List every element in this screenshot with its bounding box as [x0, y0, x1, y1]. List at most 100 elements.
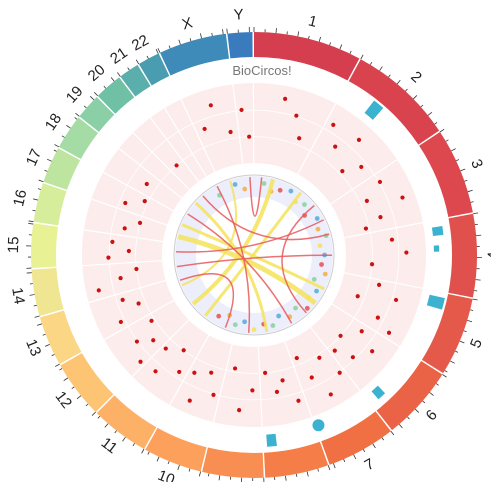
link-13 [202, 195, 330, 241]
tick-mark [156, 456, 160, 462]
tick-mark [459, 340, 465, 344]
link-2 [177, 234, 317, 306]
outer-arc-4 [371, 385, 386, 400]
chromosome-label-8: 8 [295, 481, 306, 482]
snp-point-54 [118, 275, 123, 281]
snp-point-67 [228, 129, 233, 135]
track-separator [131, 319, 190, 377]
tick-mark [470, 309, 474, 311]
outer-arc-3 [426, 294, 445, 310]
snp-point-57 [126, 248, 131, 254]
snp-point-35 [250, 388, 255, 393]
chromosome-label-1: 1 [306, 12, 318, 31]
track-separator [82, 260, 163, 267]
tick-mark [76, 395, 82, 400]
tick-mark [455, 350, 459, 353]
tick-mark [343, 459, 346, 463]
track-separator [257, 346, 263, 427]
track-separator [132, 132, 190, 190]
tick-mark [464, 179, 468, 182]
heatmap-point-6 [302, 213, 307, 218]
tick-mark [390, 430, 395, 436]
snp-point-52 [120, 297, 125, 303]
tick-mark [53, 149, 57, 152]
tick-mark [388, 74, 391, 78]
track-separator [212, 344, 233, 423]
chromosome-label-21: 21 [107, 44, 130, 67]
chromosome-arc-2 [348, 59, 440, 145]
tick-mark [405, 88, 408, 92]
heatmap-point-10 [317, 243, 323, 249]
link-11 [281, 204, 315, 314]
tick-mark [414, 408, 420, 413]
chromosome-label-13: 13 [22, 337, 44, 359]
chromosome-arc-17 [43, 148, 81, 190]
snp-point-37 [232, 366, 238, 371]
tick-mark [339, 44, 343, 50]
tick-mark [178, 39, 181, 45]
chromosome-arc-9 [202, 447, 264, 478]
track-separator [344, 222, 424, 239]
tick-mark [473, 212, 479, 215]
tick-mark [353, 454, 357, 460]
tick-mark [285, 475, 287, 481]
tick-mark [117, 72, 121, 77]
snp-point-15 [369, 262, 375, 267]
snp-point-40 [187, 398, 192, 403]
outer-arc-track [266, 100, 445, 447]
heatmap-point-12 [319, 262, 324, 267]
chromosome-label-7: 7 [362, 455, 378, 474]
tick-mark [439, 128, 445, 133]
chromosome-label-2: 2 [407, 68, 425, 86]
chromosome-label-Y: Y [233, 6, 244, 24]
snp-point-2 [297, 136, 302, 141]
snp-point-0 [283, 96, 288, 101]
track-separator [149, 117, 200, 182]
tick-mark [450, 360, 455, 364]
chromosome-arc-11 [96, 395, 157, 449]
tick-mark [463, 330, 467, 333]
track-separator [102, 171, 174, 212]
chromosome-arc-4 [448, 213, 478, 298]
tick-mark [66, 125, 71, 129]
snp-point-19 [375, 315, 380, 320]
tick-mark [155, 48, 159, 54]
snp-point-7 [359, 164, 364, 170]
chart-title: BioCircos! [232, 63, 291, 78]
link-4 [194, 201, 269, 333]
chromosome-arc-16 [33, 183, 67, 226]
tick-mark [427, 111, 433, 116]
tick-mark [308, 35, 310, 39]
tick-mark [74, 117, 78, 120]
snp-point-48 [134, 339, 140, 344]
heatmap-track [216, 181, 329, 332]
tick-mark [218, 475, 221, 481]
tick-mark [360, 54, 364, 60]
heatmap-point-2 [277, 187, 283, 193]
tick-mark [91, 411, 96, 416]
tick-mark [32, 209, 36, 212]
tick-mark [295, 473, 298, 477]
snp-point-61 [123, 200, 128, 206]
tick-mark [211, 32, 213, 36]
snp-point-58 [110, 239, 115, 244]
chromosome-arc-8 [264, 441, 329, 478]
tick-mark [157, 48, 161, 53]
snp-point-60 [137, 220, 143, 225]
heatmap-point-15 [314, 288, 319, 294]
snp-point-49 [149, 318, 154, 323]
snp-point-34 [263, 370, 268, 375]
link-0 [191, 178, 275, 306]
chromosome-arc-12 [60, 353, 114, 413]
snp-point-53 [96, 288, 101, 293]
chromosome-label-5: 5 [467, 336, 486, 350]
chromosome-arc-X [160, 33, 229, 76]
snp-point-3 [331, 122, 336, 127]
snp-point-29 [309, 375, 314, 380]
tick-mark [407, 416, 410, 420]
outer-arc-2 [433, 245, 440, 252]
snp-point-56 [106, 255, 111, 260]
snp-point-47 [151, 338, 156, 343]
snp-point-55 [134, 266, 139, 272]
tick-mark [110, 77, 115, 82]
